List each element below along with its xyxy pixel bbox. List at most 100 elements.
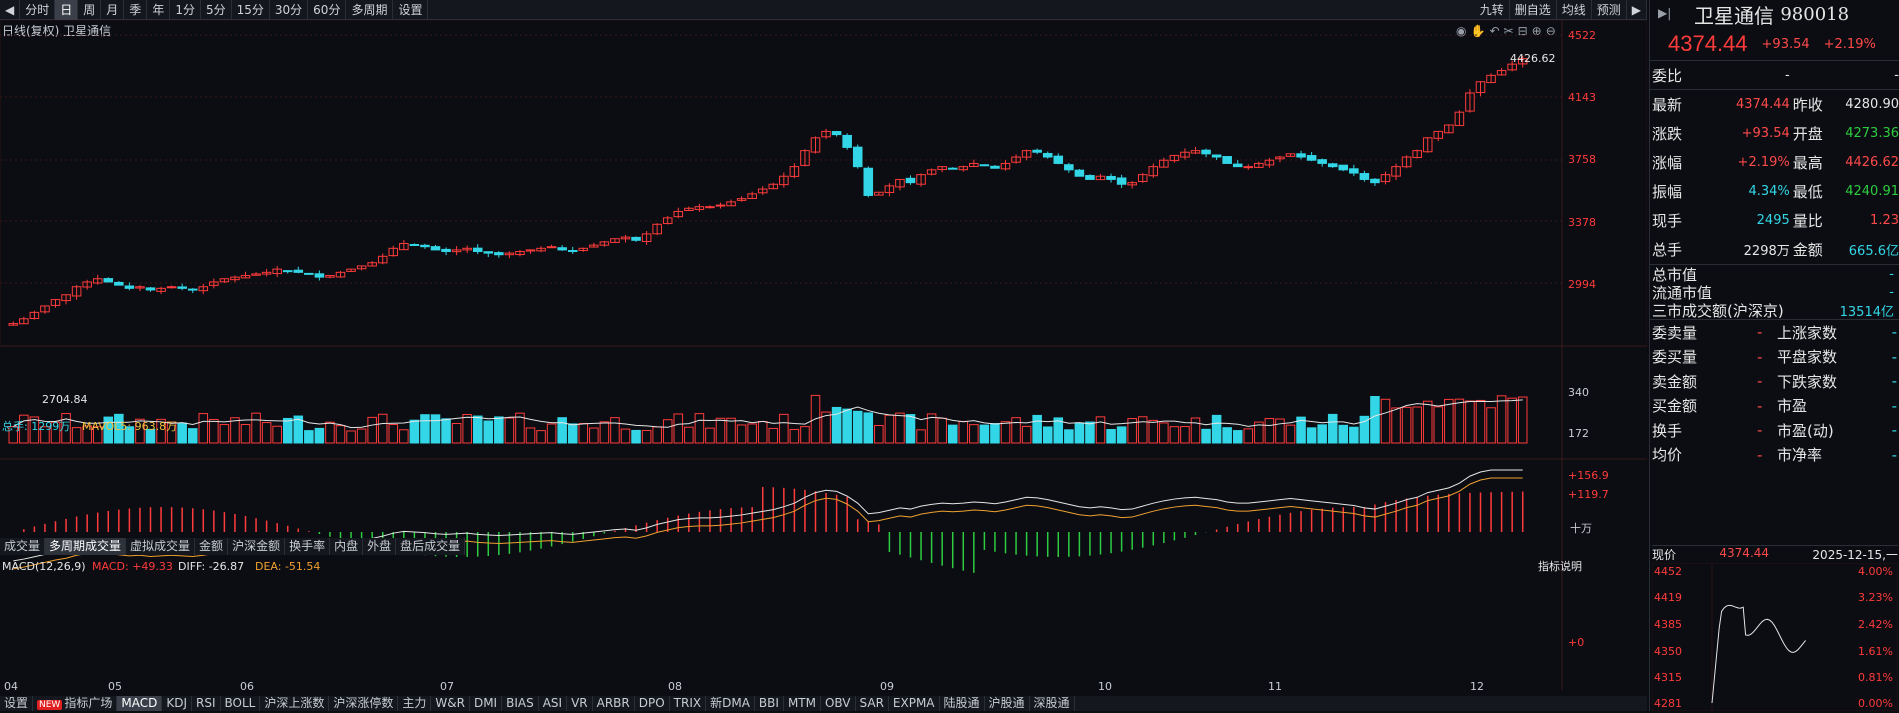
indicator-tab-19[interactable]: MTM [784, 696, 821, 711]
period-tab-9[interactable]: 30分 [270, 0, 309, 20]
indicator-tab-13[interactable]: VR [567, 696, 593, 711]
indicator-tab-25[interactable]: 深股通 [1030, 696, 1075, 711]
order-label: 平盘家数 [1777, 348, 1838, 367]
indicator-tab-3[interactable]: KDJ [162, 696, 192, 711]
indicator-tab-24[interactable]: 沪股通 [985, 696, 1030, 711]
indicator-tab-label: DMI [473, 696, 498, 710]
volume-bar [92, 426, 103, 444]
eye-icon[interactable]: ◉ [1456, 24, 1467, 38]
candle [472, 247, 483, 253]
volume-bar [462, 414, 472, 444]
candle [546, 246, 557, 249]
indicator-tab-12[interactable]: ASI [539, 696, 568, 711]
volume-bar [810, 394, 821, 444]
price-panel [0, 20, 1647, 347]
indicator-tab-17[interactable]: 新DMA [706, 696, 755, 711]
toolbar-right-item-3[interactable]: 预测 [1592, 0, 1627, 20]
undo-icon[interactable]: ↶ [1489, 24, 1500, 38]
indicator-tab-20[interactable]: OBV [821, 696, 856, 711]
quote-value: 4.34% [1748, 184, 1790, 199]
indicator-tab-14[interactable]: ARBR [593, 696, 635, 711]
zoom-in-icon[interactable]: ⊕ [1531, 24, 1542, 38]
period-tab-11[interactable]: 多周期 [346, 0, 394, 20]
period-tab-6[interactable]: 1分 [170, 0, 201, 20]
period-tab-8[interactable]: 15分 [232, 0, 270, 20]
mini-left-tick: 4385 [1654, 618, 1682, 631]
volume-tab-6[interactable]: 内盘 [330, 538, 364, 555]
prev-icon[interactable]: ◀ [0, 0, 21, 20]
indicator-tab-9[interactable]: W&R [431, 696, 470, 711]
pin-icon[interactable]: ▶| [1658, 6, 1672, 20]
candle [504, 252, 515, 256]
toolbar-right-item-1[interactable]: 删自选 [1510, 0, 1557, 20]
next-icon[interactable]: ▶ [1627, 0, 1647, 20]
date-tick: 06 [240, 680, 254, 691]
indicator-tab-2[interactable]: MACD [117, 696, 163, 711]
period-tab-4[interactable]: 季 [124, 0, 148, 20]
quote-value: 1.23 [1870, 213, 1899, 228]
period-tab-7[interactable]: 5分 [201, 0, 232, 20]
low-marker: 2704.84 [42, 393, 88, 406]
indicator-tab-18[interactable]: BBI [755, 696, 784, 711]
period-tab-3[interactable]: 月 [101, 0, 125, 20]
volume-tab-5[interactable]: 换手率 [285, 538, 331, 555]
indicator-tab-0[interactable]: 设置 [0, 696, 34, 711]
indicator-tab-4[interactable]: RSI [192, 696, 221, 711]
volume-tab-0[interactable]: 成交量 [0, 538, 46, 555]
volume-tab-8[interactable]: 盘后成交量 [396, 538, 466, 555]
volume-bar [1370, 395, 1380, 444]
mini-right-tick: 4.00% [1858, 565, 1893, 578]
toolbar-right-item-0[interactable]: 九转 [1475, 0, 1510, 20]
date-tick: 10 [1098, 680, 1112, 691]
volume-tab-2[interactable]: 虚拟成交量 [126, 538, 196, 555]
indicator-tab-21[interactable]: SAR [856, 696, 889, 711]
lock-icon[interactable]: ⊟ [1517, 24, 1528, 38]
indicator-tab-5[interactable]: BOLL [221, 696, 261, 711]
zoom-out-icon[interactable]: ⊖ [1545, 24, 1556, 38]
volume-tick: 340 [1568, 386, 1589, 399]
period-tab-10[interactable]: 60分 [308, 0, 347, 20]
volume-bar [1275, 418, 1285, 444]
volume-bar [230, 417, 240, 444]
candle [1475, 81, 1486, 94]
indicator-tab-15[interactable]: DPO [635, 696, 670, 711]
candle [114, 281, 124, 286]
period-tab-12[interactable]: 设置 [393, 0, 429, 20]
volume-bar [1169, 426, 1180, 444]
indicator-tab-10[interactable]: DMI [470, 696, 503, 711]
volume-tab-3[interactable]: 金额 [195, 538, 229, 555]
indicator-tab-23[interactable]: 陆股通 [940, 696, 985, 711]
indicator-tab-8[interactable]: 主力 [398, 696, 432, 711]
volume-tab-7[interactable]: 外盘 [363, 538, 397, 555]
volume-bar [451, 423, 462, 444]
quote-row: 最新 4374.44 昨收 4280.90 [1650, 90, 1899, 119]
scissors-icon[interactable]: ✂ [1503, 24, 1514, 38]
toolbar-right-item-2[interactable]: 均线 [1557, 0, 1592, 20]
indicator-tab-label: VR [571, 696, 588, 710]
indicator-tab-1[interactable]: NEW 指标广场 [33, 696, 118, 711]
period-tab-2[interactable]: 周 [78, 0, 102, 20]
volume-bar [304, 430, 314, 444]
kline-chart[interactable]: 4522 4143 3758 3378 2994 340 172 十万 +156.9 +119.7… [0, 20, 1647, 691]
mini-date: 2025-12-15,一 [1812, 548, 1898, 562]
period-tab-5[interactable]: 年 [147, 0, 171, 20]
indicator-tab-11[interactable]: BIAS [502, 696, 539, 711]
volume-bar [916, 429, 926, 444]
intraday-mini-chart[interactable]: 4452 4419 4385 4350 4315 4281 4.00% 3.23% 2.42% 1… [1652, 563, 1898, 711]
candle [1032, 149, 1042, 153]
indicator-tab-22[interactable]: EXPMA [889, 696, 940, 711]
period-tab-0[interactable]: 分时 [20, 0, 56, 20]
volume-bar [757, 421, 768, 444]
volume-bar [736, 424, 747, 444]
volume-bar [441, 418, 451, 444]
volume-bar [1211, 414, 1222, 444]
candle [209, 281, 219, 286]
volume-tab-1[interactable]: 多周期成交量 [45, 538, 127, 555]
volume-tab-4[interactable]: 沪深金额 [228, 538, 286, 555]
indicator-tab-6[interactable]: 沪深上涨数 [260, 696, 330, 711]
order-rows: 委卖量 - 上涨家数 - 委买量 - 平盘家数 - 卖金额 - 下跌家数 - 买金额 - 市盈 - 换手 - 市盈(… [1650, 319, 1899, 467]
indicator-tab-7[interactable]: 沪深涨停数 [329, 696, 399, 711]
period-tab-1[interactable]: 日 [55, 0, 79, 20]
indicator-tab-16[interactable]: TRIX [670, 696, 707, 711]
candle [779, 175, 789, 186]
